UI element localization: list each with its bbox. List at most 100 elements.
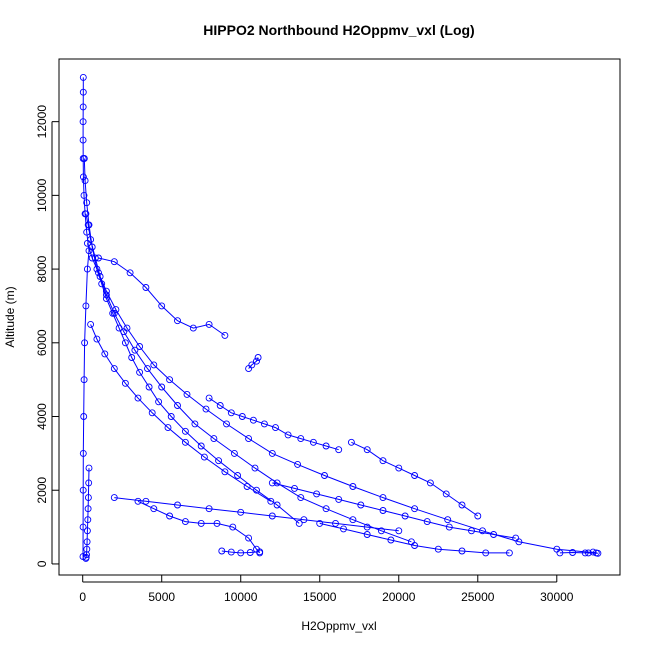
x-axis: 0 5000 10000 15000 20000 25000 30000 bbox=[79, 575, 574, 604]
data-point bbox=[79, 88, 87, 96]
data-point bbox=[158, 302, 166, 310]
data-point bbox=[512, 534, 520, 542]
y-tick-label: 0 bbox=[35, 560, 49, 567]
data-point bbox=[363, 523, 371, 531]
data-point bbox=[227, 548, 235, 556]
data-point bbox=[254, 354, 262, 361]
data-point bbox=[181, 518, 189, 526]
data-point bbox=[144, 365, 151, 373]
data-point bbox=[81, 339, 89, 347]
data-point bbox=[134, 394, 142, 402]
series-line bbox=[272, 482, 516, 539]
data-point bbox=[349, 483, 357, 490]
data-point bbox=[260, 420, 268, 428]
data-point bbox=[335, 446, 343, 454]
data-point bbox=[93, 335, 101, 343]
data-series bbox=[83, 239, 600, 557]
data-point bbox=[121, 339, 129, 347]
data-point bbox=[256, 548, 264, 556]
data-point bbox=[202, 405, 210, 413]
data-point bbox=[79, 486, 87, 494]
data-series bbox=[245, 354, 262, 373]
data-point bbox=[142, 497, 150, 505]
data-point bbox=[444, 516, 452, 524]
data-point bbox=[82, 554, 90, 562]
data-point bbox=[363, 531, 371, 538]
x-tick-label: 10000 bbox=[224, 590, 258, 604]
data-point bbox=[273, 501, 281, 509]
data-point bbox=[110, 494, 118, 502]
data-point bbox=[83, 265, 91, 273]
data-point bbox=[395, 527, 403, 535]
data-point bbox=[181, 438, 189, 446]
data-point bbox=[83, 199, 91, 207]
data-point bbox=[379, 494, 387, 502]
x-tick-label: 0 bbox=[79, 590, 86, 604]
series-line bbox=[85, 213, 412, 543]
data-point bbox=[79, 103, 87, 111]
data-point bbox=[80, 376, 88, 384]
data-point bbox=[379, 457, 387, 465]
data-point bbox=[83, 551, 90, 559]
series-line bbox=[114, 497, 399, 532]
data-point bbox=[82, 302, 90, 310]
x-tick-label: 20000 bbox=[382, 590, 416, 604]
data-point bbox=[197, 442, 205, 450]
data-point bbox=[291, 484, 298, 492]
data-point bbox=[474, 512, 482, 520]
series-line bbox=[90, 324, 272, 502]
data-point bbox=[423, 518, 431, 526]
data-point bbox=[200, 453, 208, 461]
data-point bbox=[112, 306, 120, 314]
data-point bbox=[166, 512, 174, 520]
series-line bbox=[351, 441, 479, 517]
data-point bbox=[87, 320, 95, 328]
data-point bbox=[411, 542, 419, 549]
data-point bbox=[121, 379, 129, 387]
data-point bbox=[84, 221, 92, 229]
data-point bbox=[123, 324, 131, 332]
data-point bbox=[434, 545, 442, 553]
data-series bbox=[347, 438, 482, 520]
data-point bbox=[215, 457, 223, 465]
data-point bbox=[110, 365, 118, 373]
data-point bbox=[246, 549, 254, 556]
data-point bbox=[223, 420, 230, 428]
x-tick-label: 5000 bbox=[148, 590, 175, 604]
data-point bbox=[268, 512, 276, 520]
data-point bbox=[249, 416, 257, 424]
y-tick-label: 10000 bbox=[35, 178, 49, 212]
data-point bbox=[84, 494, 92, 502]
data-point bbox=[234, 472, 242, 479]
data-point bbox=[128, 354, 136, 361]
data-point bbox=[295, 519, 303, 527]
data-point bbox=[110, 309, 118, 317]
data-point bbox=[321, 472, 328, 479]
data-point bbox=[218, 547, 226, 555]
data-point bbox=[401, 512, 409, 520]
data-point bbox=[136, 368, 144, 376]
data-point bbox=[556, 549, 564, 557]
data-point bbox=[237, 549, 245, 557]
data-point bbox=[313, 490, 321, 498]
series-line bbox=[86, 243, 597, 554]
data-point bbox=[83, 527, 91, 535]
data-point bbox=[229, 523, 237, 531]
data-point bbox=[167, 413, 175, 420]
series-line bbox=[559, 551, 599, 554]
data-point bbox=[79, 136, 87, 144]
data-point bbox=[490, 531, 498, 538]
data-point bbox=[322, 442, 330, 450]
data-point bbox=[482, 549, 490, 557]
data-point bbox=[272, 424, 279, 432]
data-point bbox=[221, 468, 229, 476]
data-point bbox=[164, 424, 172, 432]
data-point bbox=[458, 547, 466, 555]
data-point bbox=[377, 527, 385, 535]
data-point bbox=[253, 357, 260, 365]
data-point bbox=[297, 494, 305, 502]
y-tick-label: 6000 bbox=[35, 329, 49, 356]
data-point bbox=[95, 269, 102, 277]
